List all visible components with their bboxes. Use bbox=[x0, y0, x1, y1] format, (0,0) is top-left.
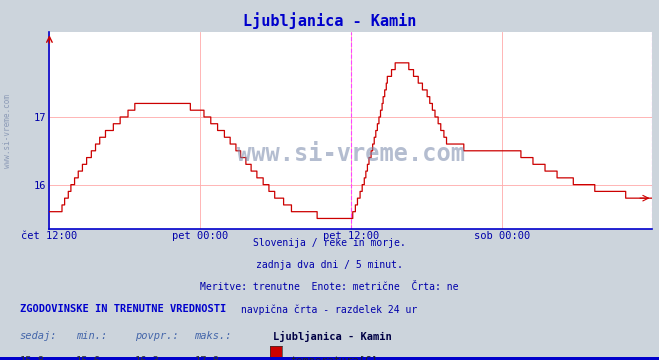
Text: www.si-vreme.com: www.si-vreme.com bbox=[3, 94, 13, 167]
Text: www.si-vreme.com: www.si-vreme.com bbox=[237, 142, 465, 166]
Text: 15,6: 15,6 bbox=[76, 356, 101, 360]
Text: Slovenija / reke in morje.: Slovenija / reke in morje. bbox=[253, 238, 406, 248]
Text: povpr.:: povpr.: bbox=[135, 331, 179, 341]
Text: sedaj:: sedaj: bbox=[20, 331, 57, 341]
Text: temperatura[C]: temperatura[C] bbox=[290, 356, 378, 360]
Text: 17,8: 17,8 bbox=[194, 356, 219, 360]
Text: min.:: min.: bbox=[76, 331, 107, 341]
Text: zadnja dva dni / 5 minut.: zadnja dva dni / 5 minut. bbox=[256, 260, 403, 270]
Text: ZGODOVINSKE IN TRENUTNE VREDNOSTI: ZGODOVINSKE IN TRENUTNE VREDNOSTI bbox=[20, 304, 226, 314]
Text: navpična črta - razdelek 24 ur: navpična črta - razdelek 24 ur bbox=[241, 305, 418, 315]
Text: maks.:: maks.: bbox=[194, 331, 232, 341]
Text: Ljubljanica - Kamin: Ljubljanica - Kamin bbox=[273, 331, 392, 342]
Text: Ljubljanica - Kamin: Ljubljanica - Kamin bbox=[243, 13, 416, 30]
Text: Meritve: trenutne  Enote: metrične  Črta: ne: Meritve: trenutne Enote: metrične Črta: … bbox=[200, 282, 459, 292]
Text: 15,8: 15,8 bbox=[20, 356, 45, 360]
Text: 16,3: 16,3 bbox=[135, 356, 160, 360]
